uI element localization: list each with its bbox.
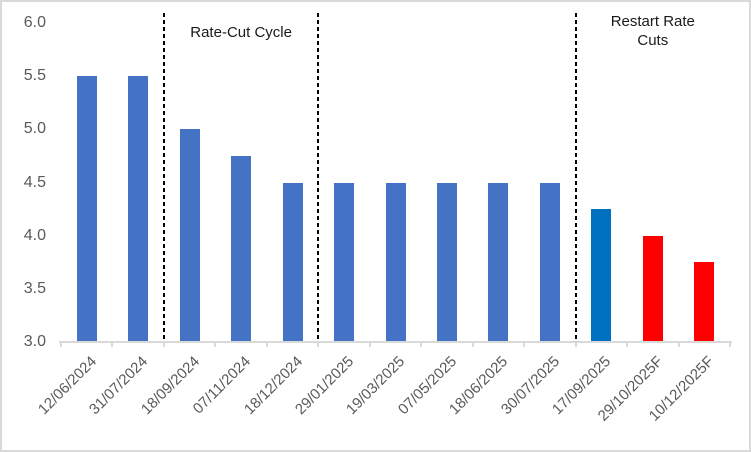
x-tick-mark (729, 341, 731, 347)
y-tick-label: 5.0 (23, 120, 46, 138)
x-axis-line (59, 341, 732, 343)
y-tick-label: 3.0 (23, 333, 46, 350)
bar-29/10/2025F (642, 235, 663, 342)
bar-30/07/2025 (539, 182, 560, 342)
y-tick-label: 5.5 (23, 67, 46, 85)
bar-17/09/2025 (591, 209, 612, 342)
annotation-rate-cut-cycle: Rate-Cut Cycle (190, 24, 292, 41)
bar-07/05/2025 (436, 182, 457, 342)
y-tick-label: 4.0 (23, 226, 46, 244)
bar-29/01/2025 (334, 182, 355, 342)
bar-18/09/2024 (179, 129, 200, 342)
annotation-restart-rate-cuts: Restart Rate Cuts (610, 13, 695, 49)
x-tick-mark (111, 341, 114, 347)
x-tick-mark (265, 341, 268, 347)
y-tick-label: 4.5 (23, 173, 46, 191)
bar-10/12/2025F (694, 262, 715, 342)
bar-18/06/2025 (488, 182, 509, 342)
bar-18/12/2024 (282, 182, 303, 342)
bar-31/07/2024 (128, 76, 149, 342)
x-tick-mark (471, 341, 474, 347)
x-tick-mark (368, 341, 371, 347)
x-tick-mark (626, 341, 629, 347)
x-tick-mark (162, 341, 165, 347)
phase-separator-line (162, 13, 165, 342)
bar-19/03/2025 (385, 182, 406, 342)
x-tick-mark (60, 341, 62, 347)
bar-12/06/2024 (76, 76, 97, 342)
x-tick-mark (420, 341, 423, 347)
bar-07/11/2024 (231, 155, 252, 342)
x-tick-mark (677, 341, 680, 347)
x-tick-mark (214, 341, 217, 347)
phase-separator-line (574, 13, 577, 342)
phase-separator-line (317, 13, 320, 342)
x-tick-mark (574, 341, 577, 347)
y-tick-label: 6.0 (23, 14, 46, 31)
y-tick-label: 3.5 (23, 279, 46, 297)
x-tick-mark (523, 341, 526, 347)
x-tick-mark (317, 341, 320, 347)
